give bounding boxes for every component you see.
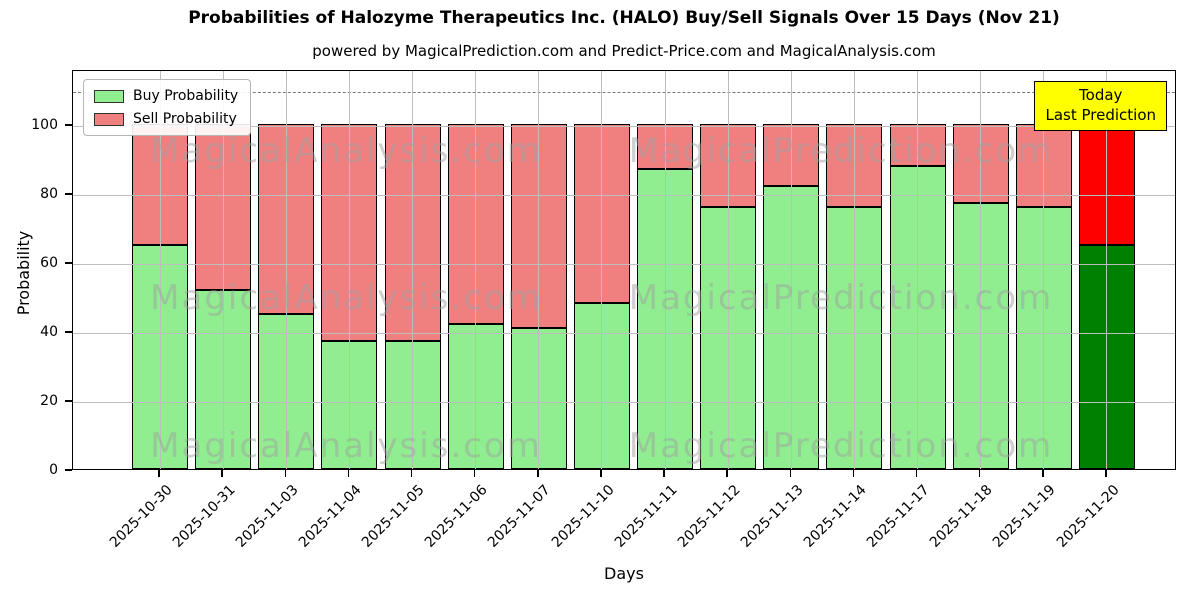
v-gridline [664,71,666,469]
x-tick-mark [1105,470,1107,477]
y-tick-label: 80 [40,186,58,203]
legend-entry-buy: Buy Probability [94,88,238,104]
x-tick-label: 2025-11-12 [674,482,744,551]
y-axis: 0 20 40 60 80 100 [0,70,72,478]
x-tick-mark [410,470,413,477]
y-tick-label: 0 [49,462,58,478]
v-gridline [285,71,287,469]
v-gridline [222,71,224,469]
x-axis-label: Days [604,564,644,583]
v-gridline [159,71,161,469]
x-tick-mark [663,470,665,477]
v-gridline [1043,71,1045,469]
v-gridline [601,71,603,469]
x-tick-mark [221,470,223,477]
x-tick-label: 2025-11-04 [295,482,365,551]
x-tick-label: 2025-11-06 [422,482,491,551]
today-annotation: Today Last Prediction [1034,81,1167,131]
h-gridline [73,402,1175,404]
x-tick-label: 2025-11-17 [864,482,933,551]
today-annotation-line2: Last Prediction [1045,106,1156,125]
x-tick-label: 2025-11-10 [548,482,618,551]
v-gridline [727,71,729,469]
v-gridline [853,71,855,469]
legend-entry-sell: Sell Probability [94,111,238,127]
x-tick-label: 2025-11-05 [358,482,428,551]
v-gridline [1106,71,1108,469]
x-tick-mark [852,470,855,477]
x-tick-mark [978,470,981,477]
dashed-threshold-line [73,91,1175,93]
y-tick-mark [65,469,72,471]
x-tick-label: 2025-11-20 [1053,482,1123,551]
y-tick-mark [65,400,72,402]
legend-buy-label: Buy Probability [133,88,239,104]
legend-sell-label: Sell Probability [133,111,237,127]
y-tick-mark [65,331,72,333]
x-tick-mark [158,470,160,477]
x-tick-mark [789,470,792,477]
v-gridline [475,71,477,469]
x-tick-label: 2025-11-03 [232,482,302,551]
v-gridline [980,71,982,469]
chart-title: Probabilities of Halozyme Therapeutics I… [188,8,1060,28]
y-tick-mark [65,193,72,195]
x-tick-label: 2025-10-30 [106,482,176,551]
x-tick-label: 2025-11-11 [611,482,681,551]
x-tick-mark [537,470,539,477]
x-tick-label: 2025-11-18 [927,482,997,551]
y-tick-mark [65,124,72,126]
v-gridline [538,71,540,469]
x-axis: 2025-10-30 2025-10-31 2025-11-03 2025-11-04… [72,470,1176,590]
x-tick-label: 2025-11-14 [800,482,870,551]
sell-swatch [94,112,124,126]
h-gridline [73,195,1175,197]
y-tick-mark [65,262,72,264]
chart-subtitle: powered by MagicalPrediction.com and Pre… [312,42,936,60]
h-gridline [73,333,1175,335]
v-gridline [412,71,414,469]
legend: Buy Probability Sell Probability [83,79,252,136]
x-tick-mark [915,470,918,477]
y-tick-label: 40 [40,324,58,341]
x-tick-mark [726,470,728,477]
x-tick-mark [600,470,602,477]
x-tick-mark [1042,470,1044,477]
y-tick-label: 60 [40,255,58,272]
buy-swatch [94,89,124,103]
plot-area: Buy Probability Sell Probability Today L… [72,70,1176,470]
x-tick-label: 2025-11-07 [485,482,555,551]
v-gridline [917,71,919,469]
v-gridline [790,71,792,469]
x-tick-label: 2025-10-31 [169,482,239,551]
x-tick-label: 2025-11-19 [990,482,1060,551]
x-tick-mark [347,470,350,477]
today-annotation-line1: Today [1079,86,1123,104]
h-gridline [73,264,1175,266]
x-tick-label: 2025-11-13 [737,482,807,551]
v-gridline [348,71,350,469]
x-tick-mark [284,470,286,477]
x-tick-mark [473,470,476,477]
h-gridline [73,126,1175,128]
y-tick-label: 100 [31,117,58,134]
y-tick-label: 20 [40,393,58,410]
